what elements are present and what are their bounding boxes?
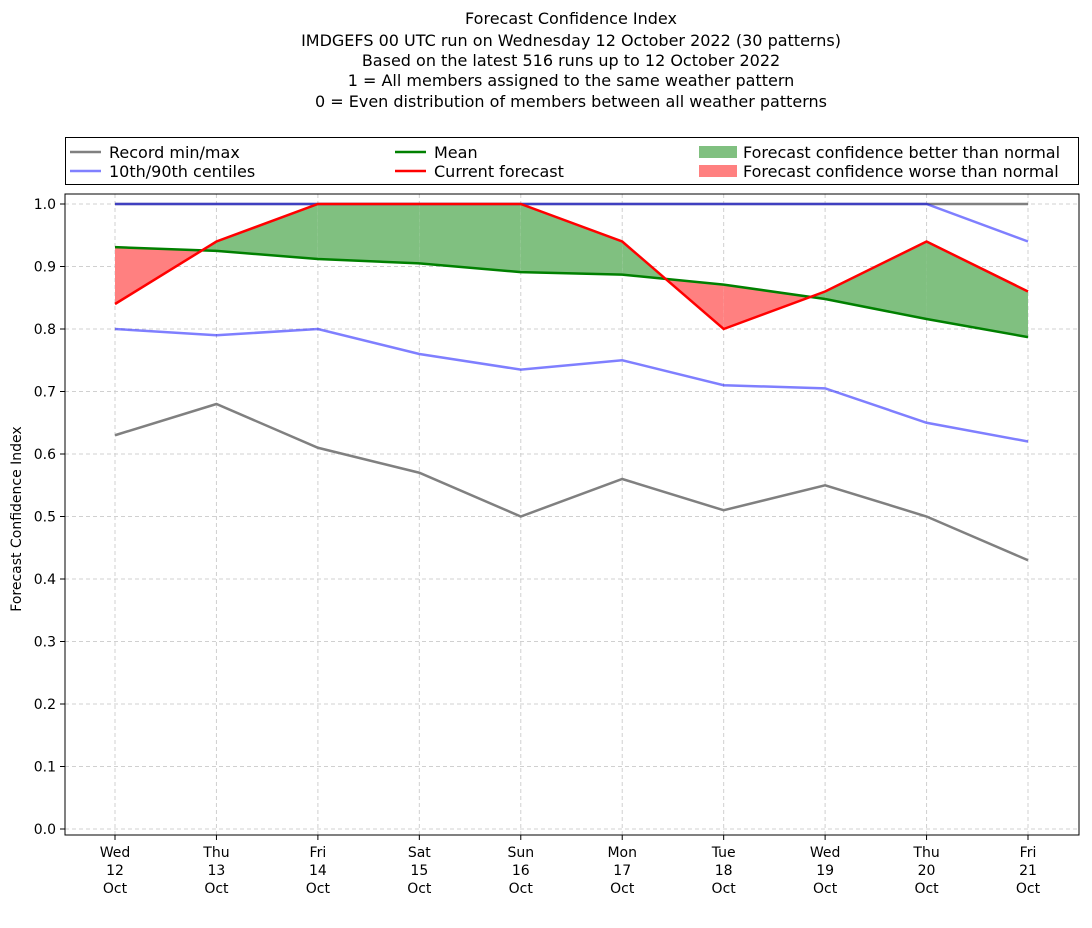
x-tick-label: Oct	[306, 881, 331, 897]
legend-label: 10th/90th centiles	[109, 162, 255, 181]
legend-label: Forecast confidence worse than normal	[743, 162, 1059, 181]
y-tick-label: 0.6	[34, 447, 56, 463]
title-line: Based on the latest 516 runs up to 12 Oc…	[362, 51, 780, 70]
fill-better	[317, 204, 420, 264]
x-tick-label: Thu	[202, 845, 229, 861]
x-tick-label: Tue	[711, 845, 736, 861]
x-tick-label: Mon	[607, 845, 637, 861]
x-tick-label: Thu	[912, 845, 939, 861]
x-tick-label: 20	[918, 863, 936, 879]
x-tick-label: Wed	[810, 845, 841, 861]
title-line: IMDGEFS 00 UTC run on Wednesday 12 Octob…	[301, 31, 841, 50]
plot-frame	[64, 193, 1080, 836]
x-tick-label: Sat	[408, 845, 431, 861]
x-tick-label: 12	[106, 863, 124, 879]
line-current-forecast	[114, 202, 1029, 331]
fill-worse	[723, 284, 811, 329]
chart-title: Forecast Confidence Index IMDGEFS 00 UTC…	[301, 9, 841, 111]
fill-better	[216, 204, 318, 259]
x-tick-label: 15	[410, 863, 428, 879]
x-tick-label: 19	[816, 863, 834, 879]
x-tick-label: Oct	[1016, 881, 1041, 897]
y-tick-label: 0.4	[34, 572, 56, 588]
y-tick-label: 0.3	[34, 635, 56, 651]
x-tick-label: 13	[208, 863, 226, 879]
title-line: 0 = Even distribution of members between…	[315, 92, 827, 111]
legend-swatch	[699, 146, 737, 158]
legend-label: Mean	[434, 143, 478, 162]
y-tick-label: 0.0	[34, 822, 56, 838]
title-line: 1 = All members assigned to the same wea…	[348, 71, 795, 90]
x-tick-label: Oct	[204, 881, 229, 897]
x-tick-label: 18	[715, 863, 733, 879]
x-tick-label: Oct	[407, 881, 432, 897]
x-tick-label: Oct	[914, 881, 939, 897]
x-tick-label: 14	[309, 863, 327, 879]
legend-label: Current forecast	[434, 162, 564, 181]
x-tick-label: Fri	[1020, 845, 1037, 861]
x-tick-label: Oct	[509, 881, 534, 897]
y-tick-label: 0.1	[34, 760, 56, 776]
legend-label: Forecast confidence better than normal	[743, 143, 1060, 162]
x-tick-label: 21	[1019, 863, 1037, 879]
fill-better	[520, 204, 623, 275]
y-tick-label: 0.2	[34, 697, 56, 713]
x-tick-label: Wed	[100, 845, 131, 861]
line-90th-centile	[115, 202, 1029, 243]
y-tick-label: 0.7	[34, 385, 56, 401]
legend-label: Record min/max	[109, 143, 240, 162]
x-tick-label: Sun	[507, 845, 534, 861]
y-tick-label: 0.8	[34, 322, 56, 338]
x-tick-label: Fri	[310, 845, 327, 861]
x-tick-label: Oct	[103, 881, 128, 897]
y-tick-label: 1.0	[34, 197, 56, 213]
line-mean	[114, 245, 1029, 339]
y-tick-label: 0.9	[34, 260, 56, 276]
y-axis-label: Forecast Confidence Index	[9, 426, 25, 611]
fill-better	[419, 204, 521, 273]
x-tick-label: 16	[512, 863, 530, 879]
x-tick-label: 17	[613, 863, 631, 879]
x-tick-label: Oct	[813, 881, 838, 897]
fill-better	[926, 241, 1028, 338]
x-tick-label: Oct	[712, 881, 737, 897]
line-record-min	[114, 402, 1029, 562]
x-tick-label: Oct	[610, 881, 635, 897]
legend-swatch	[699, 165, 737, 177]
legend-frame	[65, 137, 1079, 185]
title-line: Forecast Confidence Index	[465, 9, 677, 28]
line-10th-centile	[114, 327, 1029, 443]
y-tick-label: 0.5	[34, 510, 56, 526]
fill-better	[825, 241, 927, 319]
